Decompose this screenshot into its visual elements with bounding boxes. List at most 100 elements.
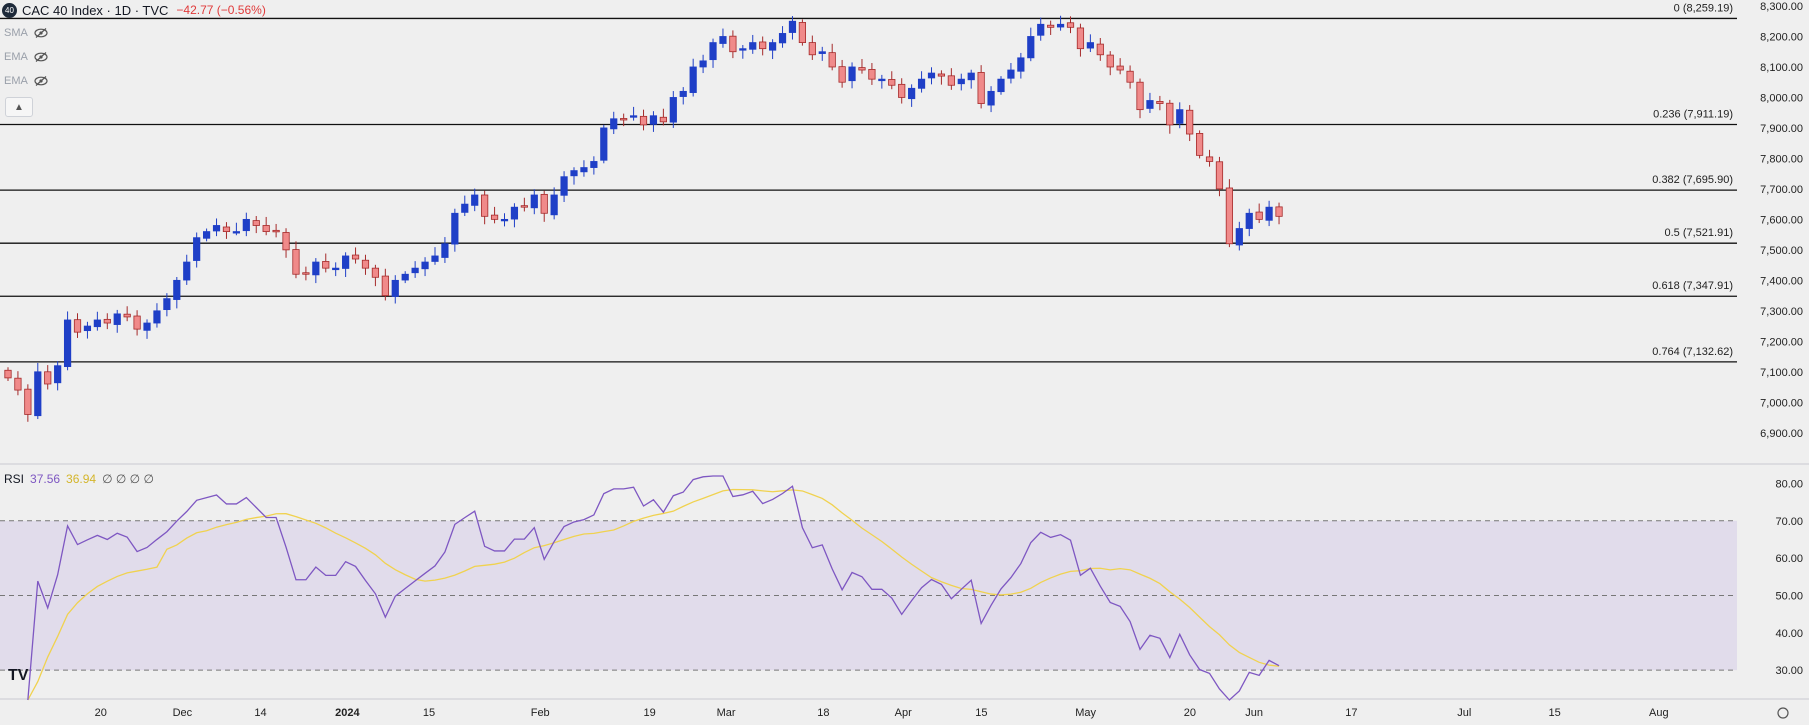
candle-body-104 xyxy=(1037,23,1045,36)
candle-body-40 xyxy=(401,273,409,281)
candle-body-123 xyxy=(1225,187,1233,245)
candle-body-23 xyxy=(232,231,240,234)
candle-body-63 xyxy=(629,115,638,118)
candle-body-110 xyxy=(1096,43,1104,56)
candle-body-97 xyxy=(967,72,975,81)
candle-body-83 xyxy=(828,52,836,68)
candle-body-122 xyxy=(1215,161,1224,190)
candle-body-121 xyxy=(1205,156,1214,162)
candle-body-64 xyxy=(639,115,648,126)
time-tick-label: 20 xyxy=(1184,707,1196,719)
candle-body-26 xyxy=(262,225,270,232)
candle-body-60 xyxy=(600,127,608,161)
rsi-tick-label: 30.00 xyxy=(1775,665,1803,677)
time-tick-label: Apr xyxy=(895,707,912,719)
candle-body-59 xyxy=(590,161,598,168)
symbol-title[interactable]: CAC 40 Index · 1D · TVC xyxy=(22,2,169,18)
candle-body-117 xyxy=(1166,102,1174,126)
candle-body-92 xyxy=(917,78,926,89)
candle-body-31 xyxy=(312,261,320,276)
candle-body-91 xyxy=(908,87,916,100)
candle-body-99 xyxy=(987,90,995,106)
candle-body-65 xyxy=(649,115,658,125)
candle-body-98 xyxy=(977,72,985,104)
candle-body-78 xyxy=(778,33,787,44)
indicator-ema-1[interactable]: EMA xyxy=(4,51,48,63)
time-tick-label: May xyxy=(1075,707,1096,719)
candle-body-76 xyxy=(759,41,767,50)
candle-body-35 xyxy=(351,254,360,260)
collapse-indicators-button[interactable]: ▲ xyxy=(5,97,33,117)
candle-body-124 xyxy=(1235,228,1243,246)
eye-off-icon[interactable] xyxy=(34,76,48,86)
fib-label-5: 0.764 (7,132.62) xyxy=(1652,346,1733,358)
candle-body-9 xyxy=(93,319,101,328)
fib-label-3: 0.5 (7,521.91) xyxy=(1665,227,1734,239)
candle-body-125 xyxy=(1245,212,1253,229)
candle-body-67 xyxy=(669,97,677,123)
time-tick-label: 14 xyxy=(254,707,266,719)
candle-body-36 xyxy=(361,259,370,269)
rsi-tick-label: 40.00 xyxy=(1775,628,1803,640)
candle-body-21 xyxy=(212,225,221,232)
eye-off-icon[interactable] xyxy=(34,28,48,38)
time-tick-label: Feb xyxy=(531,707,550,719)
candle-body-96 xyxy=(957,78,965,85)
rsi-line xyxy=(27,475,1280,701)
candle-body-100 xyxy=(997,78,1005,93)
chevron-up-icon: ▲ xyxy=(14,101,24,113)
candle-body-95 xyxy=(947,75,955,86)
candle-body-13 xyxy=(133,315,141,330)
candle-body-25 xyxy=(252,220,260,226)
candle-body-66 xyxy=(659,116,667,123)
candle-body-41 xyxy=(411,267,419,274)
eye-off-icon[interactable] xyxy=(34,52,48,62)
rsi-tick-label: 60.00 xyxy=(1775,553,1803,565)
candle-body-32 xyxy=(322,261,330,269)
candle-body-10 xyxy=(103,318,111,324)
candle-body-42 xyxy=(421,261,429,270)
price-tick-label: 7,500.00 xyxy=(1760,245,1803,257)
candle-body-114 xyxy=(1136,81,1144,111)
candle-body-115 xyxy=(1146,100,1154,109)
candle-body-30 xyxy=(302,272,310,275)
price-tick-label: 7,000.00 xyxy=(1760,397,1803,409)
tradingview-logo[interactable]: TV xyxy=(8,667,29,684)
price-tick-label: 7,400.00 xyxy=(1760,275,1803,287)
indicator-ema-2[interactable]: EMA xyxy=(4,75,48,87)
candle-body-128 xyxy=(1275,206,1283,217)
candle-body-68 xyxy=(679,90,687,97)
candle-body-34 xyxy=(342,255,350,269)
candle-body-62 xyxy=(620,118,628,121)
price-tick-label: 7,200.00 xyxy=(1760,336,1803,348)
candle-body-55 xyxy=(550,194,558,216)
candle-body-88 xyxy=(878,78,886,82)
indicator-label: EMA xyxy=(4,51,28,63)
candle-body-56 xyxy=(560,176,568,196)
candle-body-39 xyxy=(391,279,399,297)
time-tick-label: Jul xyxy=(1457,707,1471,719)
time-tick-label: 17 xyxy=(1345,707,1357,719)
rsi-legend: RSI 37.56 36.94 ∅ ∅ ∅ ∅ xyxy=(4,472,154,486)
candle-body-22 xyxy=(222,226,231,232)
candle-body-11 xyxy=(113,313,121,325)
candle-body-51 xyxy=(510,206,519,220)
candle-body-1 xyxy=(14,377,22,391)
candle-body-93 xyxy=(927,72,936,79)
symbol-logo: 40 xyxy=(2,2,17,18)
candle-body-57 xyxy=(570,170,578,177)
fib-label-1: 0.236 (7,911.19) xyxy=(1653,109,1733,121)
candle-body-54 xyxy=(540,193,548,214)
time-tick-label: Mar xyxy=(717,707,736,719)
candle-body-18 xyxy=(183,261,191,281)
price-tick-label: 8,000.00 xyxy=(1760,92,1803,104)
fib-label-0: 0 (8,259.19) xyxy=(1674,2,1733,14)
candle-body-77 xyxy=(769,42,777,51)
indicator-sma[interactable]: SMA xyxy=(4,27,48,39)
time-tick-label: 15 xyxy=(975,707,987,719)
price-tick-label: 7,600.00 xyxy=(1760,214,1803,226)
rsi-value: 37.56 xyxy=(30,472,61,486)
candle-body-7 xyxy=(73,319,82,333)
candle-body-28 xyxy=(282,232,290,251)
